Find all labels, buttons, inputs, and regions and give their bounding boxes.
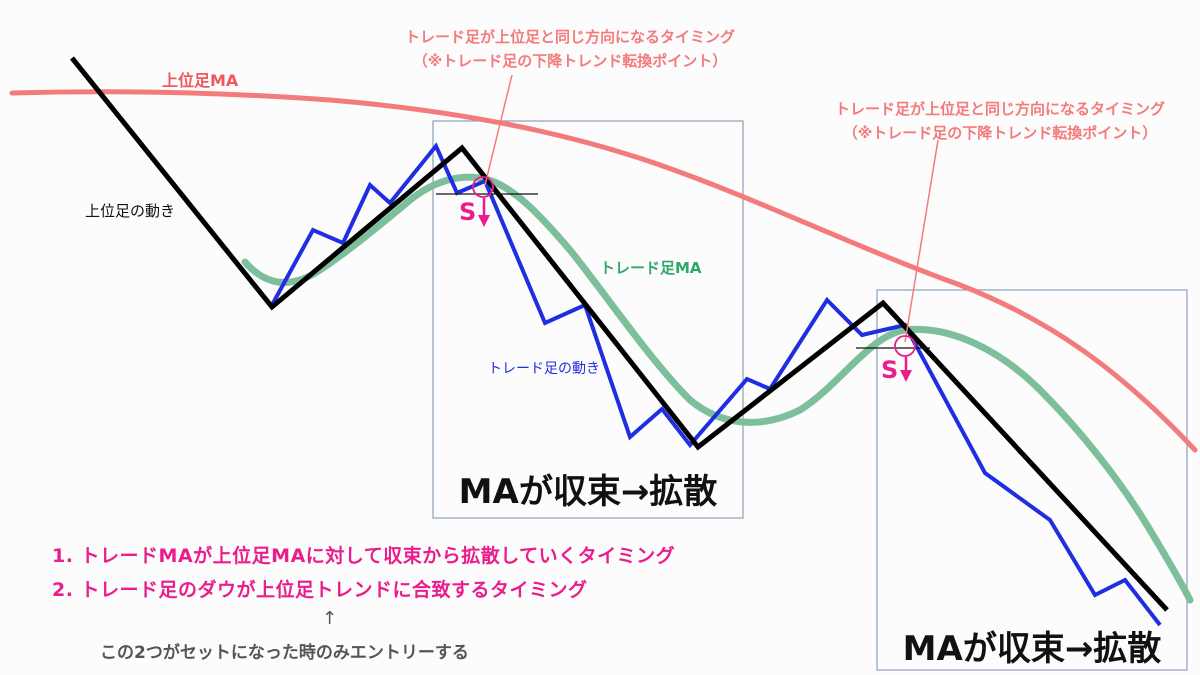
entry-note: この2つがセットになった時のみエントリーする xyxy=(100,643,469,663)
higher-ma-label: 上位足MA xyxy=(162,71,239,90)
convergence-box-2 xyxy=(876,289,1188,671)
higher-move-line xyxy=(70,56,1169,612)
signal-circle-1 xyxy=(472,176,494,198)
down-arrow-icon xyxy=(900,357,912,382)
trade-move-line xyxy=(270,142,1162,627)
signal-label-1: S xyxy=(459,198,476,226)
condition-1: 1. トレードMAが上位足MAに対して収束から拡散していくタイミング xyxy=(52,545,676,567)
signal-label-2: S xyxy=(881,356,898,384)
higher-ma-line xyxy=(9,89,1198,453)
condition-2: 2. トレード足のダウが上位足トレンドに合致するタイミング xyxy=(52,579,588,601)
signal-circle-2 xyxy=(894,335,916,357)
pointer-line-1 xyxy=(484,74,513,186)
box-caption-1: MAが収束→拡散 xyxy=(459,472,718,512)
trade-ma-line xyxy=(241,173,1194,604)
trade-move-label: トレード足の動き xyxy=(488,361,600,377)
down-arrow-icon xyxy=(478,198,490,227)
timing-annotation-1-line1: トレード足が上位足と同じ方向になるタイミング xyxy=(405,28,735,46)
trade-ma-label: トレード足MA xyxy=(600,259,702,277)
timing-annotation-2-line1: トレード足が上位足と同じ方向になるタイミング xyxy=(835,100,1165,118)
box-caption-2: MAが収束→拡散 xyxy=(903,629,1162,669)
higher-move-label: 上位足の動き xyxy=(85,202,175,220)
timing-annotation-2-line2: （※トレード足の下降トレンド転換ポイント） xyxy=(843,124,1158,142)
timing-annotation-1-line2: （※トレード足の下降トレンド転換ポイント） xyxy=(413,52,728,70)
up-arrow-icon: ↑ xyxy=(322,608,338,629)
pointer-line-2 xyxy=(904,139,939,343)
convergence-box-1 xyxy=(432,120,744,519)
